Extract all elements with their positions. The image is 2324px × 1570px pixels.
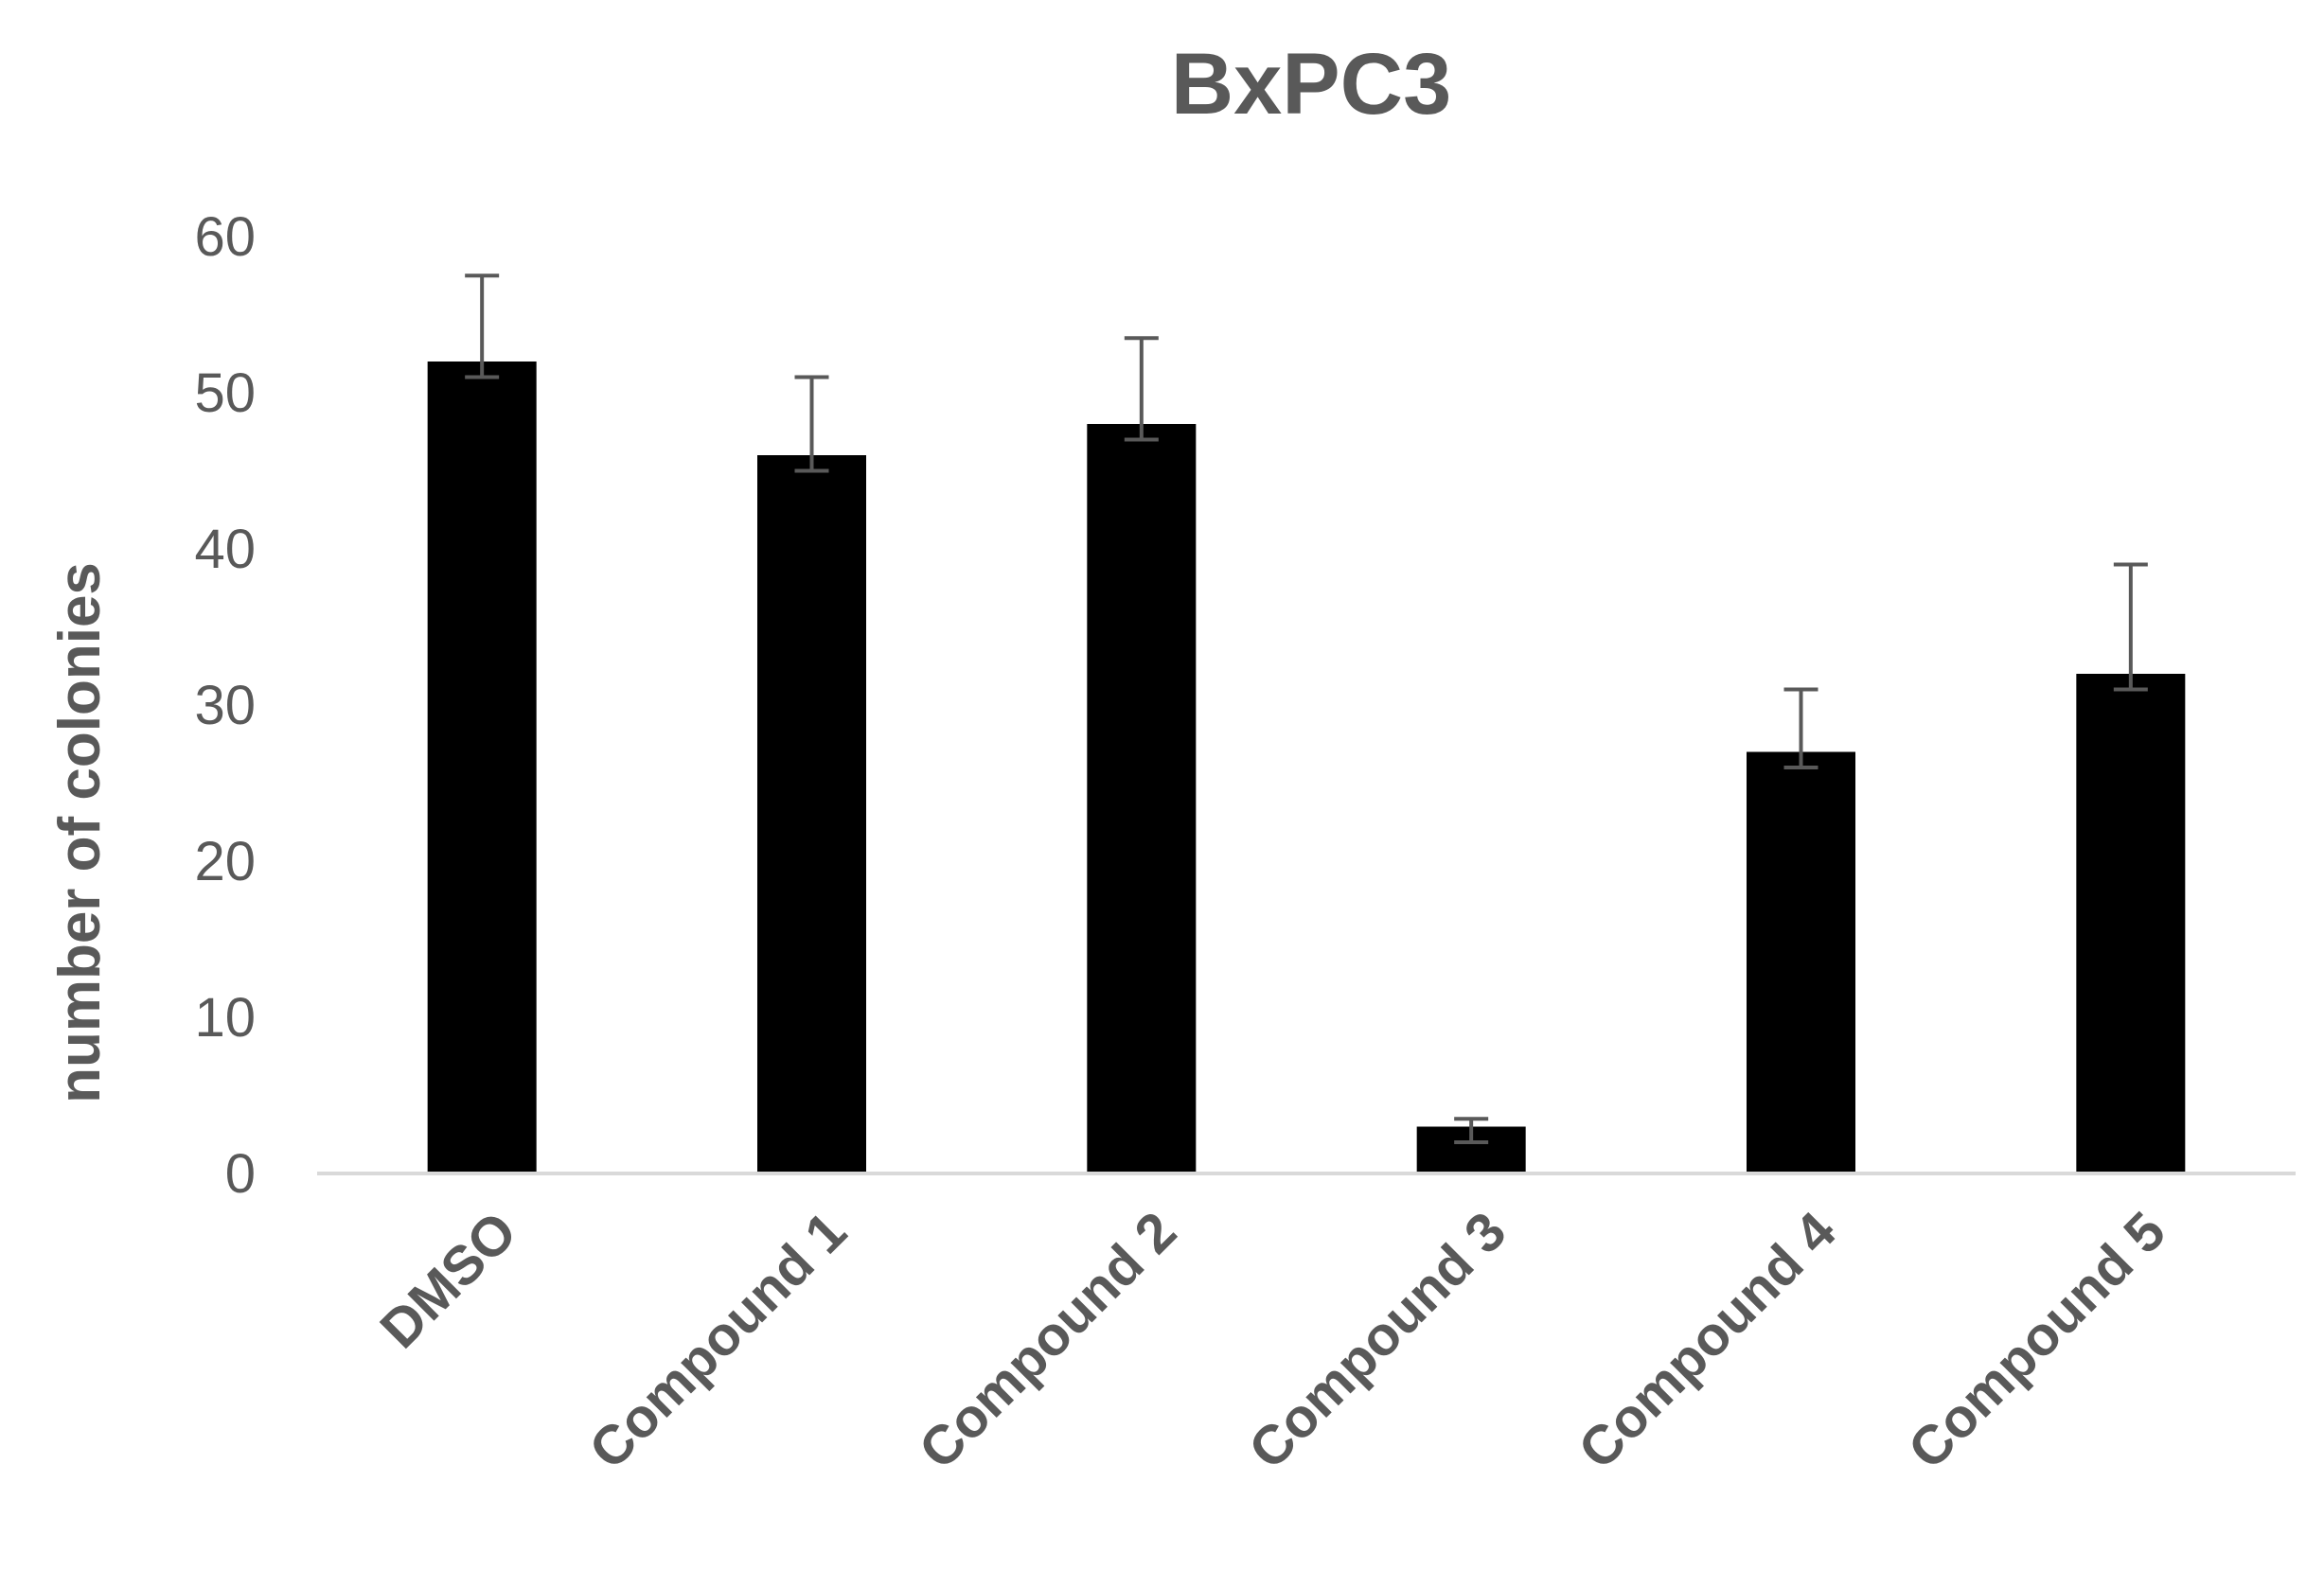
y-tick-label: 30 — [194, 675, 256, 736]
chart-title: BxPC3 — [1171, 36, 1452, 132]
bars — [427, 362, 2186, 1173]
x-tick-label: Compound 3 — [1237, 1200, 1518, 1481]
x-tick-label: DMSO — [368, 1200, 528, 1360]
x-axis-ticks: DMSO Compound 1 Compound 2 Compound 3 Compou… — [368, 1200, 2177, 1481]
y-tick-label: 10 — [194, 987, 256, 1049]
bar — [1747, 751, 1855, 1173]
y-tick-label: 40 — [194, 519, 256, 580]
bar — [427, 362, 537, 1173]
error-bars — [465, 273, 2148, 1144]
y-axis-ticks: 0 10 20 30 40 50 60 — [194, 206, 256, 1205]
y-tick-label: 50 — [194, 362, 256, 424]
bar — [1087, 424, 1197, 1173]
x-tick-label: Compound 1 — [577, 1200, 859, 1481]
bar — [757, 455, 866, 1173]
x-tick-label: Compound 5 — [1896, 1200, 2177, 1481]
y-tick-label: 60 — [194, 206, 256, 268]
y-tick-label: 20 — [194, 831, 256, 892]
x-tick-label: Compound 4 — [1567, 1200, 1848, 1481]
y-tick-label: 0 — [225, 1143, 256, 1205]
bar — [2076, 674, 2186, 1173]
x-tick-label: Compound 2 — [907, 1200, 1188, 1481]
y-axis-label: number of colonies — [47, 562, 113, 1103]
